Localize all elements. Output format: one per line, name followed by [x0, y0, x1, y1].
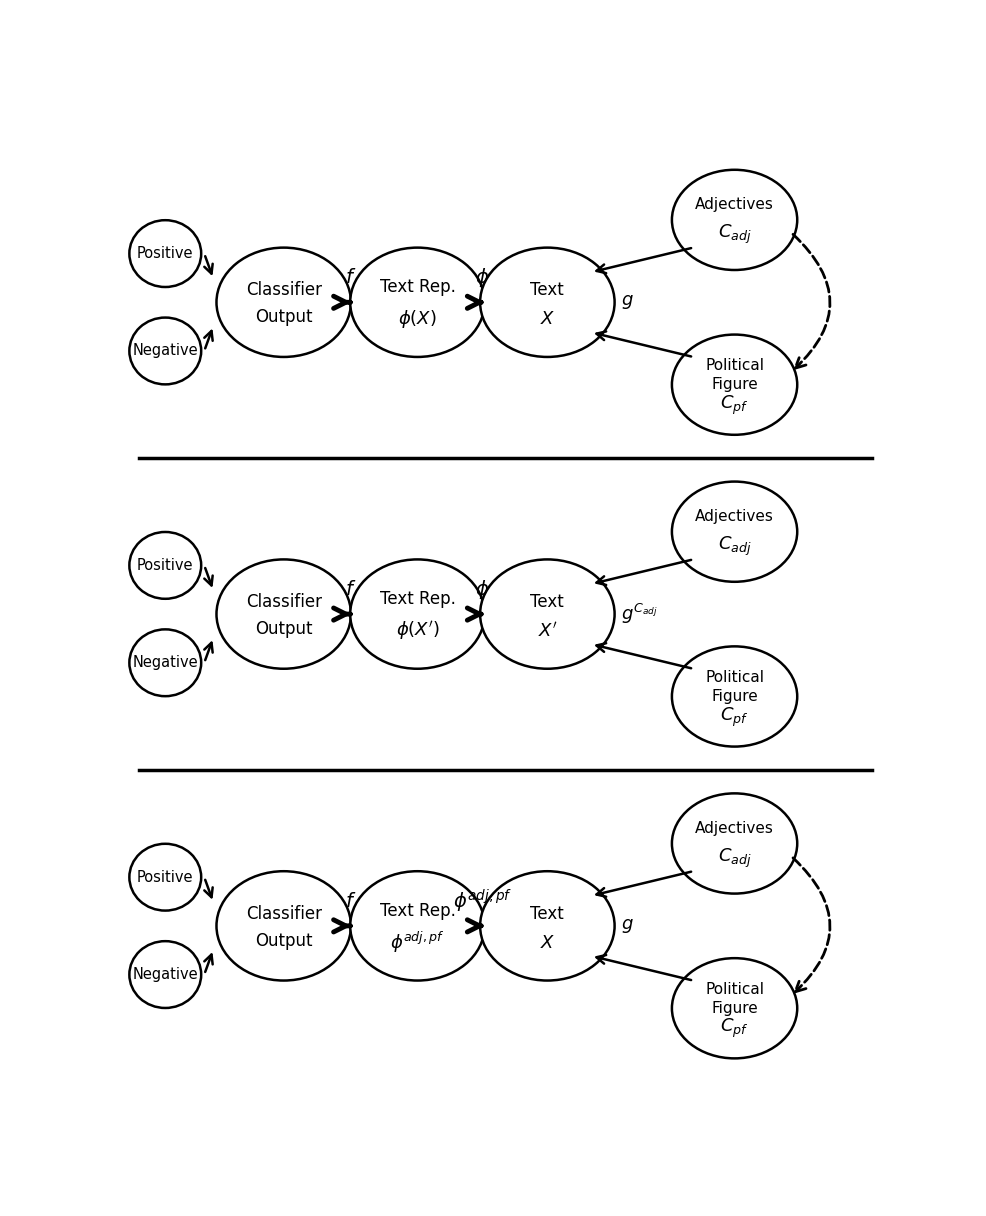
- Text: $\phi(X)$: $\phi(X)$: [398, 308, 437, 330]
- Text: $f$: $f$: [345, 893, 356, 911]
- Ellipse shape: [480, 871, 614, 980]
- Text: Political: Political: [705, 670, 764, 686]
- Text: $\phi$: $\phi$: [475, 579, 489, 601]
- Text: $C_{pf}$: $C_{pf}$: [720, 705, 749, 728]
- Text: Classifier: Classifier: [246, 281, 321, 299]
- Text: $\phi(X')$: $\phi(X')$: [395, 619, 440, 642]
- Text: Figure: Figure: [711, 689, 758, 704]
- Text: $X$: $X$: [539, 310, 555, 328]
- Text: Output: Output: [255, 620, 313, 638]
- Text: Positive: Positive: [137, 558, 193, 573]
- Text: Text: Text: [530, 281, 564, 299]
- Text: Figure: Figure: [711, 377, 758, 393]
- Ellipse shape: [671, 482, 798, 581]
- Text: Text Rep.: Text Rep.: [380, 590, 456, 608]
- Text: Political: Political: [705, 359, 764, 373]
- Text: $\phi^{adj,pf}$: $\phi^{adj,pf}$: [453, 888, 512, 916]
- Text: Adjectives: Adjectives: [695, 821, 774, 835]
- Text: Figure: Figure: [711, 1001, 758, 1015]
- Text: $C_{adj}$: $C_{adj}$: [718, 846, 751, 871]
- Text: $g^{C_{adj}}$: $g^{C_{adj}}$: [621, 602, 658, 626]
- Ellipse shape: [480, 248, 614, 358]
- Ellipse shape: [217, 248, 351, 358]
- Text: Text Rep.: Text Rep.: [380, 278, 456, 297]
- Ellipse shape: [217, 871, 351, 980]
- Text: $C_{adj}$: $C_{adj}$: [718, 224, 751, 247]
- Ellipse shape: [129, 220, 201, 287]
- Text: $C_{pf}$: $C_{pf}$: [720, 1018, 749, 1041]
- Ellipse shape: [671, 958, 798, 1058]
- Text: $f$: $f$: [345, 580, 356, 599]
- Text: $f$: $f$: [345, 269, 356, 287]
- Ellipse shape: [350, 559, 485, 669]
- Text: $g$: $g$: [621, 917, 633, 935]
- Text: Positive: Positive: [137, 246, 193, 261]
- FancyArrowPatch shape: [793, 235, 830, 368]
- Ellipse shape: [129, 630, 201, 697]
- Ellipse shape: [671, 647, 798, 747]
- Ellipse shape: [129, 941, 201, 1008]
- Text: Output: Output: [255, 309, 313, 326]
- FancyArrowPatch shape: [793, 858, 830, 992]
- Text: Text: Text: [530, 593, 564, 610]
- Text: Negative: Negative: [132, 655, 198, 670]
- Text: Negative: Negative: [132, 967, 198, 983]
- Text: Classifier: Classifier: [246, 905, 321, 923]
- Ellipse shape: [671, 793, 798, 894]
- Text: Political: Political: [705, 983, 764, 997]
- Text: $\phi^{adj,pf}$: $\phi^{adj,pf}$: [390, 930, 445, 956]
- Text: $X$: $X$: [539, 934, 555, 952]
- Text: Output: Output: [255, 931, 313, 950]
- Text: Text: Text: [530, 905, 564, 923]
- Ellipse shape: [671, 334, 798, 435]
- Ellipse shape: [350, 871, 485, 980]
- Text: $g$: $g$: [621, 293, 633, 311]
- Text: Negative: Negative: [132, 343, 198, 359]
- Text: $\phi$: $\phi$: [475, 266, 489, 289]
- Text: Positive: Positive: [137, 869, 193, 885]
- Text: Adjectives: Adjectives: [695, 197, 774, 213]
- Ellipse shape: [671, 170, 798, 270]
- Text: $C_{pf}$: $C_{pf}$: [720, 394, 749, 417]
- Ellipse shape: [129, 531, 201, 598]
- Text: $X'$: $X'$: [537, 621, 557, 641]
- Ellipse shape: [350, 248, 485, 358]
- Ellipse shape: [129, 844, 201, 911]
- Text: Text Rep.: Text Rep.: [380, 902, 456, 919]
- Text: Adjectives: Adjectives: [695, 510, 774, 524]
- Text: Classifier: Classifier: [246, 593, 321, 610]
- Ellipse shape: [480, 559, 614, 669]
- Text: $C_{adj}$: $C_{adj}$: [718, 535, 751, 558]
- Ellipse shape: [217, 559, 351, 669]
- Ellipse shape: [129, 317, 201, 384]
